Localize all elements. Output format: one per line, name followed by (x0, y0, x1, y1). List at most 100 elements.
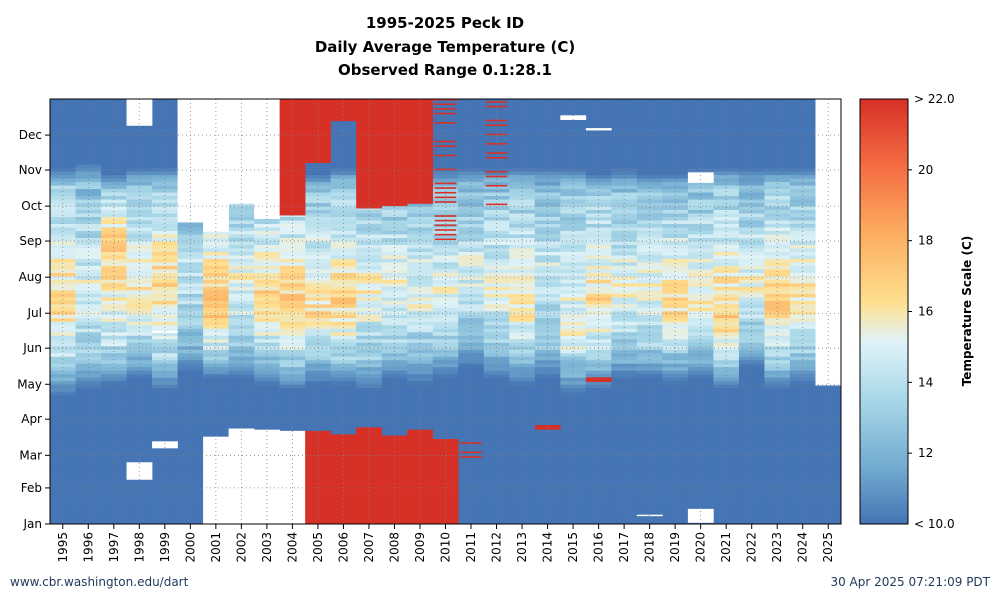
heatmap-cell (177, 408, 204, 413)
heatmap-cell (228, 328, 255, 333)
heatmap-cell (126, 272, 153, 277)
heatmap-cell (75, 195, 102, 200)
heatmap-cell (177, 391, 204, 396)
heatmap-cell (356, 227, 383, 231)
heatmap-cell (152, 164, 178, 169)
heatmap-cell (381, 227, 408, 231)
heatmap-cell (381, 282, 408, 287)
heatmap-cell (483, 227, 510, 231)
heatmap-cell (713, 258, 740, 263)
heatmap-cell (662, 335, 689, 340)
heatmap-cell (687, 279, 714, 284)
heatmap-cell (662, 394, 689, 399)
heatmap-cell (458, 167, 485, 172)
heatmap-cell (101, 178, 127, 183)
heatmap-cell (356, 328, 383, 333)
heatmap-cell (713, 454, 740, 459)
heatmap-cell (585, 426, 612, 431)
heatmap-cell (101, 443, 127, 448)
heatmap-cell (483, 296, 510, 301)
heatmap-cell (738, 269, 765, 273)
heatmap-cell (585, 108, 612, 113)
heatmap-cell (713, 269, 740, 273)
heatmap-cell (432, 398, 459, 403)
heatmap-cell (101, 370, 127, 375)
heatmap-cell (305, 394, 331, 399)
heatmap-cell (279, 335, 306, 340)
x-tick-label: 2012 (490, 532, 504, 563)
heatmap-cell (789, 150, 816, 155)
heatmap-high-stripe (434, 112, 457, 115)
heatmap-cell (815, 496, 842, 500)
heatmap-cell (509, 199, 536, 204)
heatmap-cell (177, 303, 204, 308)
heatmap-cell (611, 132, 638, 137)
heatmap-cell (126, 338, 153, 343)
heatmap-cell (636, 492, 663, 497)
heatmap-cell (75, 335, 102, 340)
heatmap-cell (152, 258, 178, 263)
x-tick-label: 1996 (81, 532, 95, 563)
heatmap-cell (101, 506, 127, 511)
heatmap-cell (560, 286, 587, 291)
heatmap-cell (50, 380, 76, 385)
heatmap-cell (815, 499, 842, 504)
heatmap-cell (483, 454, 510, 459)
heatmap-high-stripe (434, 191, 457, 194)
heatmap-high-stripe (434, 187, 457, 189)
heatmap-cell (738, 136, 765, 141)
heatmap-cell (764, 216, 791, 221)
heatmap-cell (483, 482, 510, 486)
heatmap-cell (509, 380, 536, 385)
heatmap-cell (585, 492, 612, 497)
heatmap-cell (713, 475, 740, 479)
heatmap-cell (305, 356, 331, 361)
heatmap-cell (611, 426, 638, 431)
heatmap-cell (356, 258, 383, 263)
heatmap-cell (636, 132, 663, 137)
heatmap-cell (126, 143, 153, 148)
heatmap-cell (713, 275, 740, 280)
heatmap-cell (764, 496, 791, 500)
heatmap-cell (152, 359, 178, 364)
heatmap-cell (483, 300, 510, 305)
heatmap-cell (152, 436, 178, 441)
heatmap-cell (662, 132, 689, 137)
heatmap-cell (560, 310, 587, 315)
heatmap-cell (534, 398, 561, 403)
heatmap-cell (101, 258, 127, 263)
heatmap-cell (50, 241, 76, 245)
heatmap-cell (789, 160, 816, 165)
heatmap-high-stripe (485, 156, 508, 159)
heatmap-cell (432, 324, 459, 329)
heatmap-cell (815, 415, 842, 420)
heatmap-cell (279, 286, 306, 291)
heatmap-cell (534, 310, 561, 315)
heatmap-cell (611, 143, 638, 148)
heatmap-cell (356, 279, 383, 284)
heatmap-cell (509, 178, 536, 183)
heatmap-cell (203, 255, 229, 259)
heatmap-cell (560, 384, 587, 389)
heatmap-cell (738, 234, 765, 238)
heatmap-cell (585, 275, 612, 280)
heatmap-cell (713, 331, 740, 336)
footer-source-link[interactable]: www.cbr.washington.edu/dart (10, 575, 189, 589)
heatmap-cell (483, 356, 510, 361)
heatmap-cell (738, 244, 765, 249)
heatmap-cell (228, 387, 255, 392)
heatmap-cell (228, 234, 255, 238)
heatmap-cell (509, 517, 536, 521)
heatmap-cell (75, 199, 102, 204)
heatmap-cell (713, 478, 740, 483)
heatmap-cell (126, 482, 153, 486)
heatmap-cell (789, 468, 816, 472)
heatmap-cell (534, 328, 561, 333)
heatmap-cell (713, 108, 740, 113)
heatmap-cell (177, 380, 204, 385)
heatmap-cell (560, 202, 587, 207)
heatmap-cell (483, 255, 510, 259)
heatmap-cell (636, 122, 663, 127)
heatmap-cell (458, 255, 485, 259)
heatmap-cell (611, 171, 638, 176)
